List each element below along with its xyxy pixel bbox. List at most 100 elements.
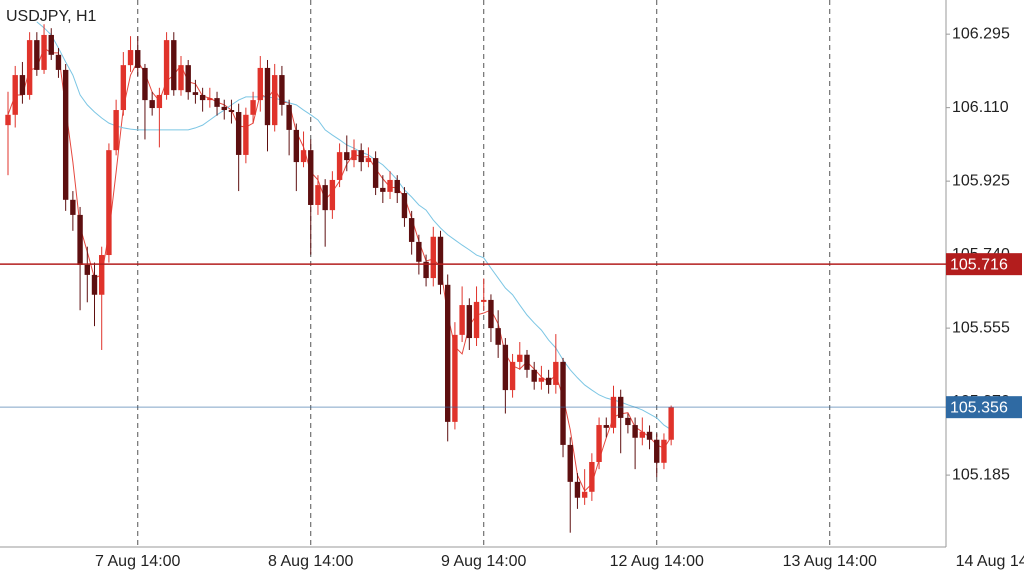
candle — [668, 405, 674, 446]
y-tick-label: 105.185 — [952, 466, 1010, 483]
candle-body — [185, 65, 191, 93]
candle — [661, 433, 667, 470]
candle — [250, 91, 256, 124]
candle-body — [250, 100, 256, 115]
candle — [26, 32, 33, 100]
candle — [308, 139, 314, 255]
candle-body — [394, 179, 400, 194]
candle — [171, 32, 177, 96]
candle-body — [163, 40, 170, 95]
chart-title: USDJPY, H1 — [6, 8, 97, 25]
candle — [55, 48, 62, 78]
candle-body — [632, 425, 638, 438]
candle — [372, 151, 379, 196]
candle-body — [34, 40, 40, 70]
candle-body — [142, 67, 148, 101]
candle-body — [452, 334, 458, 422]
candle-body — [19, 75, 26, 95]
candle — [185, 59, 191, 100]
candle — [394, 175, 400, 203]
candle-body — [603, 425, 609, 428]
candle — [12, 65, 18, 128]
candle-body — [149, 100, 155, 109]
candle-body — [574, 481, 581, 498]
candle-body — [207, 98, 213, 101]
candle-body — [416, 241, 422, 262]
candle — [286, 99, 292, 156]
candle — [444, 274, 451, 442]
candle — [452, 322, 458, 430]
candle — [192, 79, 199, 104]
candle-body — [646, 431, 653, 440]
x-tick-label: 13 Aug 14:00 — [783, 553, 877, 570]
candle-body — [560, 361, 566, 445]
candle-body — [661, 439, 667, 463]
candle — [567, 437, 573, 533]
candle-body — [358, 150, 364, 163]
candle — [545, 369, 552, 394]
candle — [581, 469, 588, 505]
candle-body — [279, 75, 285, 105]
candle — [437, 230, 444, 295]
candle-body — [106, 150, 112, 256]
candle-body — [308, 150, 314, 205]
candle — [502, 338, 509, 414]
candle-body — [329, 179, 336, 211]
candle-body — [524, 354, 530, 370]
candle-body — [408, 218, 415, 242]
candle-body — [127, 50, 134, 66]
candle — [531, 361, 537, 390]
candle-body — [91, 274, 98, 295]
candle — [5, 91, 11, 176]
candle — [603, 417, 609, 438]
x-tick-label: 14 Aug 14:00 — [956, 553, 1024, 570]
candle — [538, 365, 545, 390]
candle-body — [322, 185, 328, 211]
candle — [365, 147, 372, 168]
candle — [466, 298, 473, 350]
candle — [596, 417, 602, 470]
candle — [610, 385, 617, 434]
candle — [408, 210, 415, 255]
candle — [41, 24, 47, 74]
candle — [322, 179, 328, 247]
candle-body — [502, 344, 509, 391]
candle — [632, 417, 638, 470]
candle — [163, 32, 170, 100]
candle-body — [387, 179, 393, 192]
candle-body — [26, 40, 33, 95]
candle-body — [12, 75, 18, 115]
candle-body — [336, 152, 343, 180]
candle-body — [192, 92, 199, 95]
candle — [199, 87, 206, 112]
candle — [70, 191, 76, 231]
candle-body — [264, 67, 271, 126]
candle — [639, 417, 646, 446]
candle-body — [596, 425, 602, 462]
candle-body — [589, 461, 595, 492]
candle — [127, 36, 134, 72]
candle-body — [365, 158, 372, 163]
candle-body — [5, 114, 11, 126]
candle-body — [235, 112, 242, 155]
candle-body — [567, 444, 573, 482]
candle — [315, 175, 321, 215]
y-tick-label: 105.555 — [952, 319, 1010, 336]
candle-body — [380, 187, 386, 192]
candle-body — [55, 54, 62, 70]
candle — [84, 246, 90, 303]
candle — [99, 246, 105, 350]
candle-body — [228, 110, 235, 113]
candle — [279, 65, 285, 116]
candle-body — [272, 75, 278, 126]
candle-body — [473, 301, 480, 339]
candle — [243, 107, 249, 164]
price-label: 105.716 — [950, 256, 1008, 273]
candle — [106, 143, 112, 263]
candle-body — [545, 377, 552, 385]
candle-body — [372, 158, 379, 188]
candle — [617, 389, 624, 454]
candle-body — [581, 491, 588, 498]
